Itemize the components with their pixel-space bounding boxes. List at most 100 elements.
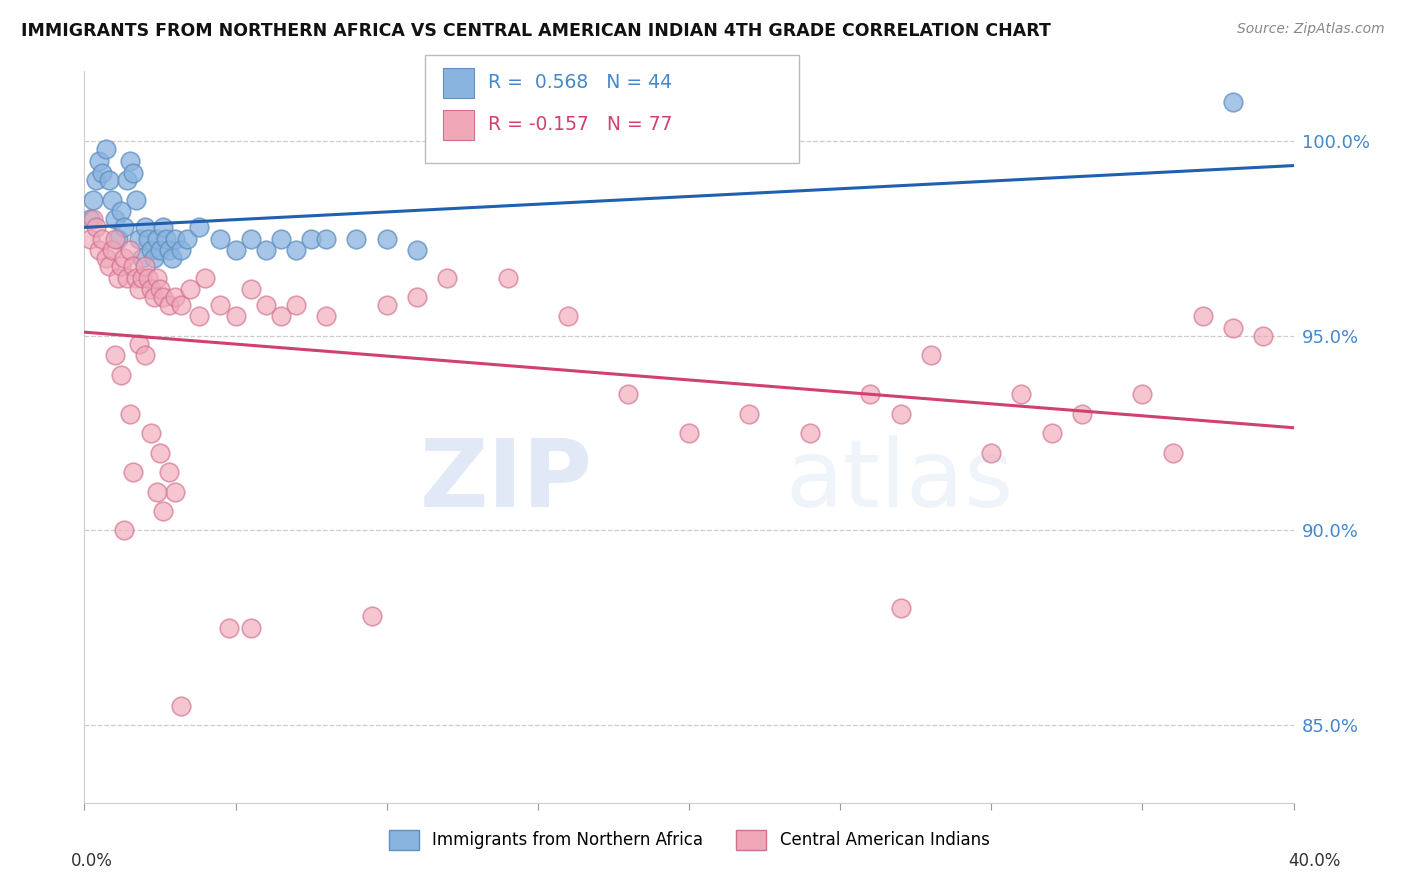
- Point: [86, 219, 108, 234]
- Point: [107, 232, 129, 246]
- Point: [285, 244, 308, 258]
- Point: [239, 282, 262, 296]
- Point: [136, 232, 159, 246]
- Point: [104, 232, 127, 246]
- Point: [142, 251, 165, 265]
- Point: [115, 173, 138, 187]
- Point: [155, 232, 177, 246]
- Point: [209, 232, 232, 246]
- Text: atlas: atlas: [786, 435, 1014, 527]
- Point: [112, 219, 135, 234]
- Point: [94, 251, 117, 265]
- Point: [157, 465, 180, 479]
- Point: [194, 270, 217, 285]
- Point: [136, 270, 159, 285]
- Point: [134, 219, 156, 234]
- Point: [1161, 445, 1184, 459]
- Point: [315, 232, 337, 246]
- Point: [149, 445, 172, 459]
- Point: [299, 232, 322, 246]
- Point: [139, 282, 162, 296]
- Point: [142, 290, 165, 304]
- Point: [146, 484, 169, 499]
- Point: [110, 259, 132, 273]
- Point: [406, 244, 429, 258]
- Point: [254, 298, 277, 312]
- Point: [97, 259, 120, 273]
- Point: [346, 232, 368, 246]
- Point: [360, 609, 382, 624]
- Point: [146, 270, 169, 285]
- Point: [118, 407, 141, 421]
- Point: [128, 282, 150, 296]
- Point: [79, 232, 101, 246]
- Point: [134, 348, 156, 362]
- Point: [152, 219, 174, 234]
- Point: [1222, 95, 1244, 110]
- Point: [121, 165, 143, 179]
- Point: [110, 204, 132, 219]
- Point: [165, 290, 187, 304]
- Point: [165, 232, 187, 246]
- Point: [375, 232, 398, 246]
- Point: [152, 290, 174, 304]
- Point: [179, 282, 201, 296]
- Point: [239, 232, 262, 246]
- Point: [799, 426, 821, 441]
- Point: [149, 282, 172, 296]
- Point: [131, 251, 153, 265]
- Point: [170, 298, 193, 312]
- Point: [225, 310, 247, 324]
- Point: [170, 244, 193, 258]
- Point: [315, 310, 337, 324]
- Text: ZIP: ZIP: [419, 435, 592, 527]
- Point: [225, 244, 247, 258]
- Point: [188, 310, 211, 324]
- Point: [152, 504, 174, 518]
- Point: [270, 310, 292, 324]
- Point: [121, 465, 143, 479]
- Point: [270, 232, 292, 246]
- Point: [188, 219, 211, 234]
- Point: [146, 232, 169, 246]
- Text: 0.0%: 0.0%: [70, 852, 112, 870]
- Point: [149, 244, 172, 258]
- Point: [218, 621, 240, 635]
- Point: [890, 601, 912, 615]
- Text: R =  0.568   N = 44: R = 0.568 N = 44: [488, 73, 672, 93]
- Point: [157, 298, 180, 312]
- Point: [86, 173, 108, 187]
- Point: [118, 153, 141, 168]
- Point: [118, 244, 141, 258]
- Text: R = -0.157   N = 77: R = -0.157 N = 77: [488, 115, 672, 135]
- Point: [112, 251, 135, 265]
- Point: [1040, 426, 1063, 441]
- Point: [738, 407, 761, 421]
- Point: [1253, 329, 1275, 343]
- Point: [1011, 387, 1033, 401]
- Point: [125, 270, 148, 285]
- Point: [91, 232, 114, 246]
- Point: [121, 259, 143, 273]
- Text: 40.0%: 40.0%: [1288, 852, 1341, 870]
- Point: [1132, 387, 1154, 401]
- Point: [104, 212, 127, 227]
- Point: [160, 251, 183, 265]
- Point: [79, 212, 101, 227]
- Point: [128, 336, 150, 351]
- Point: [375, 298, 398, 312]
- Point: [406, 290, 429, 304]
- Point: [100, 193, 122, 207]
- Point: [890, 407, 912, 421]
- Point: [436, 270, 458, 285]
- Point: [82, 212, 104, 227]
- Point: [139, 426, 162, 441]
- Point: [1071, 407, 1094, 421]
- Point: [920, 348, 942, 362]
- Point: [107, 270, 129, 285]
- Point: [97, 173, 120, 187]
- Legend: Immigrants from Northern Africa, Central American Indians: Immigrants from Northern Africa, Central…: [382, 823, 995, 856]
- Point: [115, 270, 138, 285]
- Text: IMMIGRANTS FROM NORTHERN AFRICA VS CENTRAL AMERICAN INDIAN 4TH GRADE CORRELATION: IMMIGRANTS FROM NORTHERN AFRICA VS CENTR…: [21, 22, 1050, 40]
- Point: [859, 387, 882, 401]
